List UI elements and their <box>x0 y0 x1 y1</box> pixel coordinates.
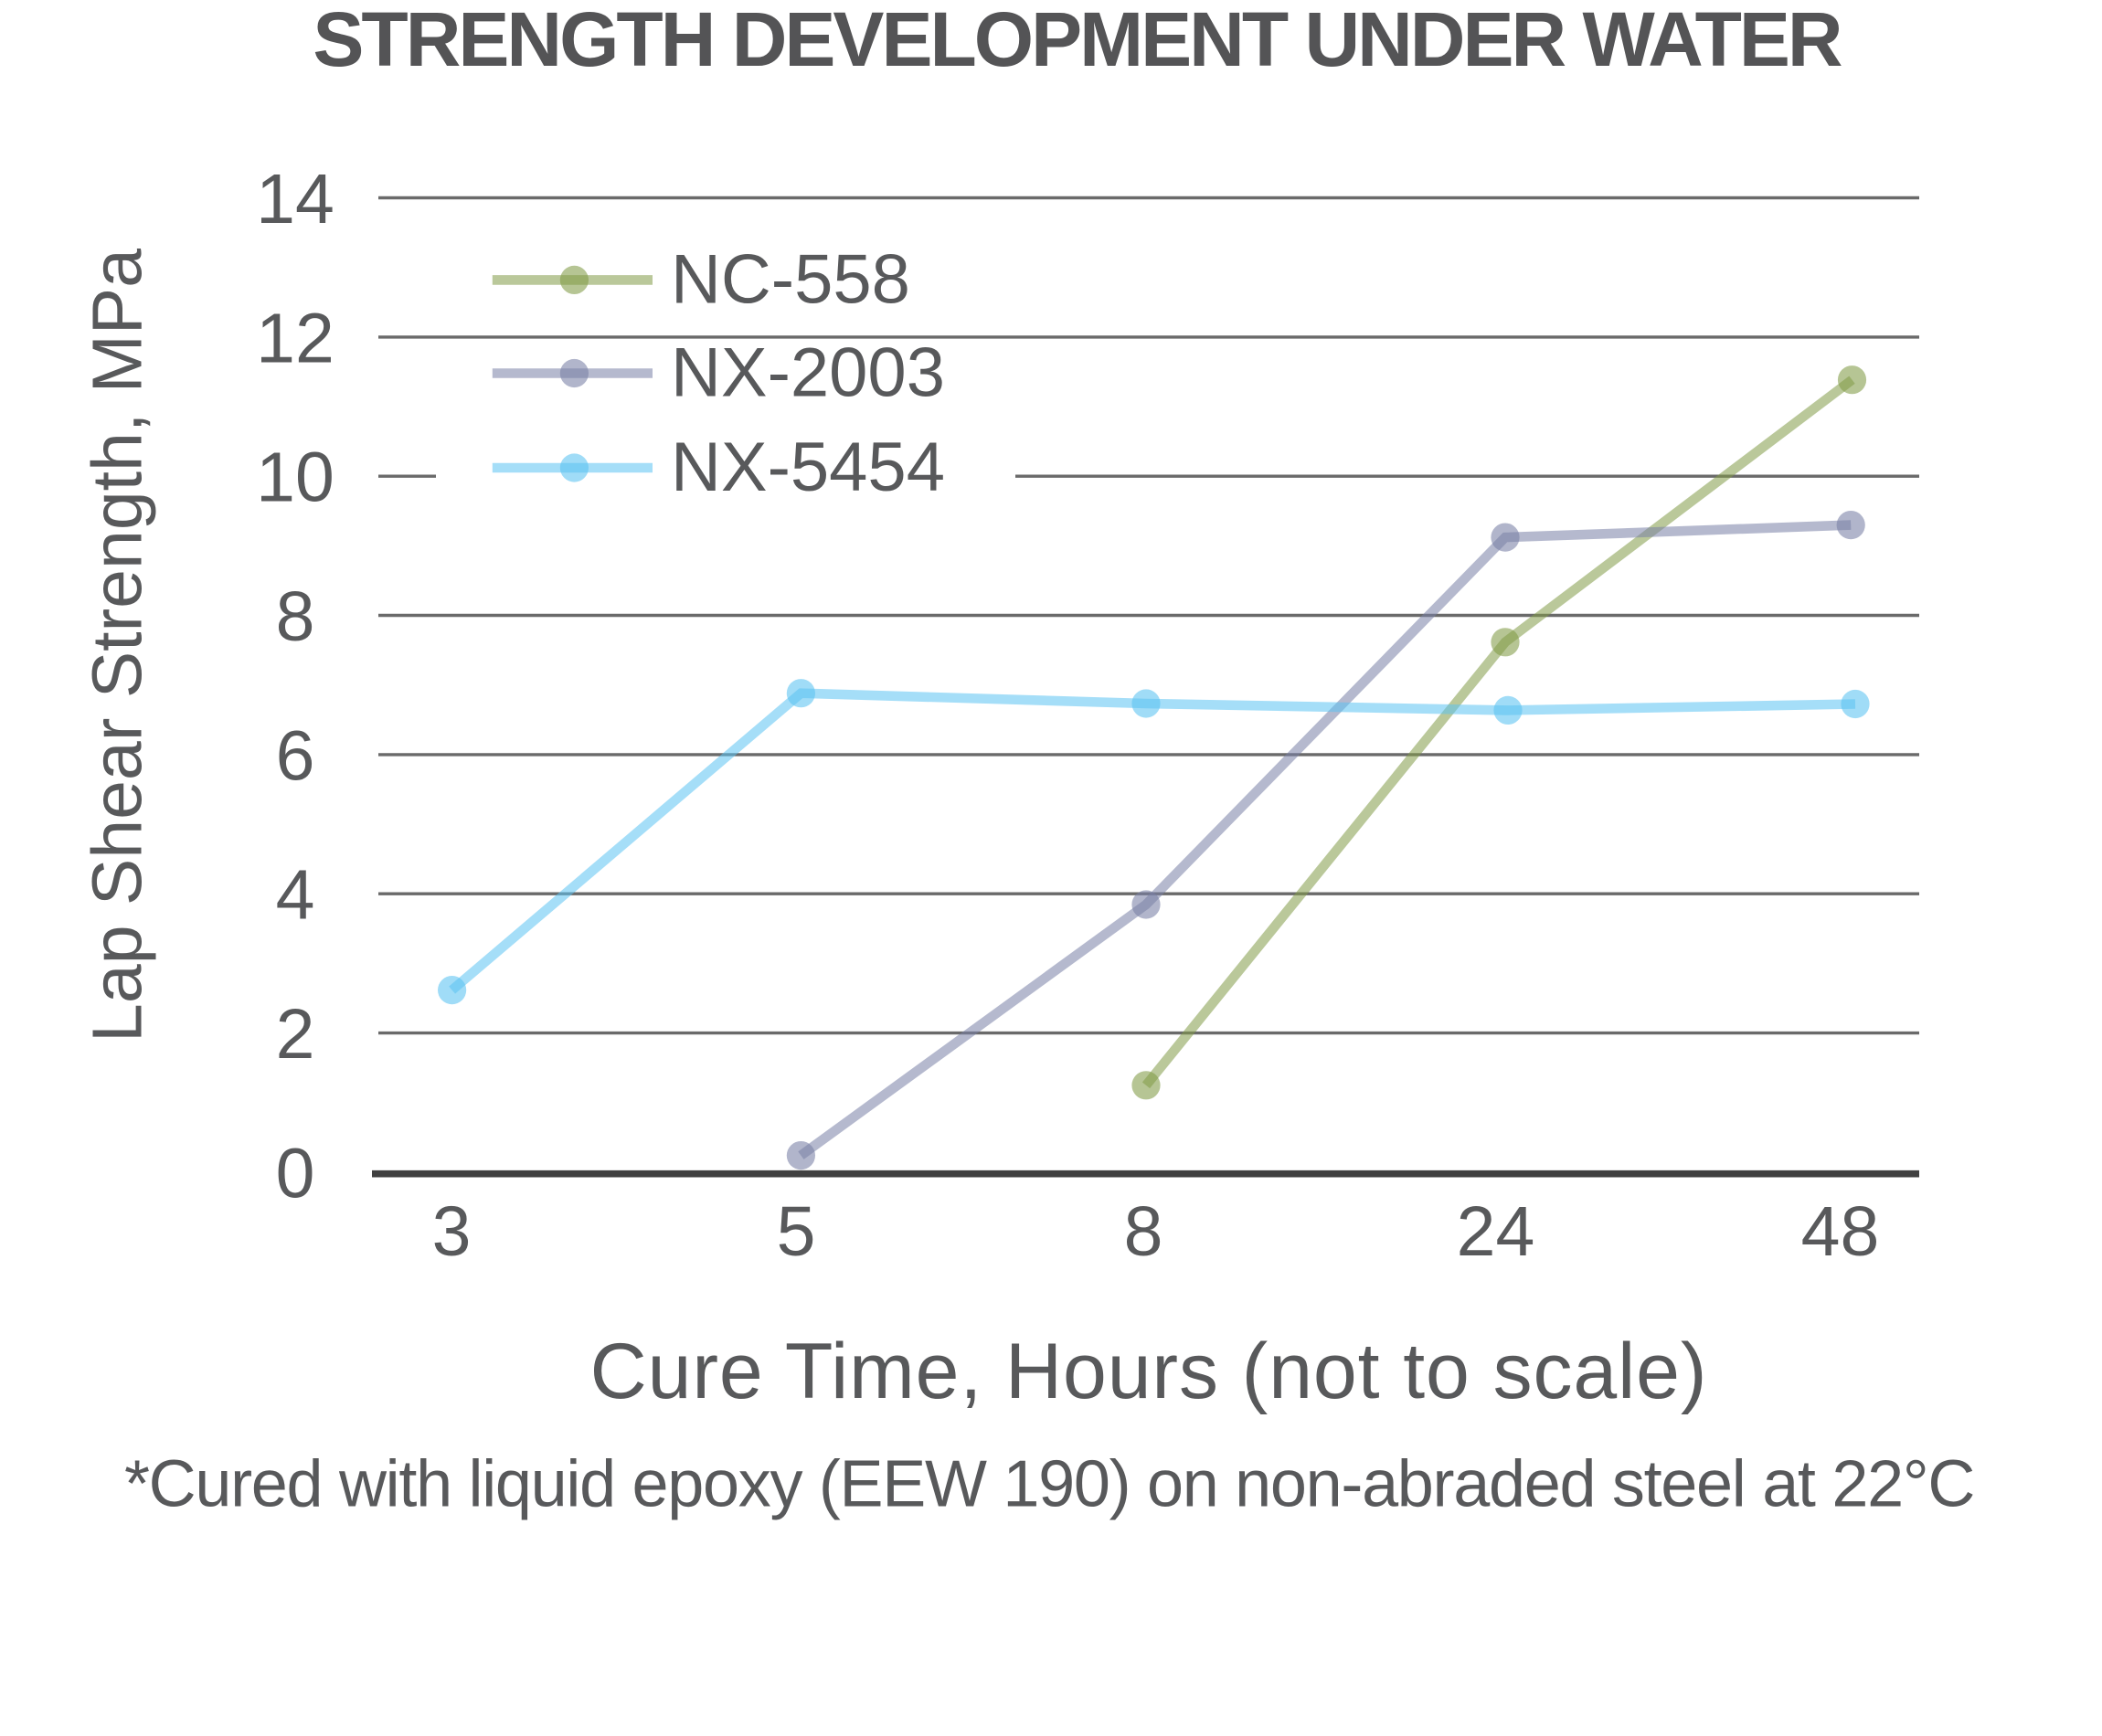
svg-text:Lap Shear Strength, MPa: Lap Shear Strength, MPa <box>79 249 157 1043</box>
svg-text:STRENGTH DEVELOPMENT UNDER WAT: STRENGTH DEVELOPMENT UNDER WATER <box>313 0 1841 82</box>
svg-text:NX-5454: NX-5454 <box>671 429 945 506</box>
svg-text:24: 24 <box>1457 1192 1535 1271</box>
svg-text:Cure Time, Hours (not to scale: Cure Time, Hours (not to scale) <box>590 1328 1708 1415</box>
svg-text:8: 8 <box>1124 1192 1163 1271</box>
svg-text:8: 8 <box>276 577 315 656</box>
svg-text:NC-558: NC-558 <box>671 240 910 318</box>
svg-text:14: 14 <box>256 160 334 238</box>
svg-text:12: 12 <box>256 299 334 377</box>
svg-text:6: 6 <box>276 716 315 795</box>
svg-text:*Cured with liquid epoxy (EEW: *Cured with liquid epoxy (EEW 190) on no… <box>124 1448 1974 1521</box>
svg-text:4: 4 <box>276 856 315 935</box>
svg-text:0: 0 <box>276 1134 315 1212</box>
svg-text:NX-2003: NX-2003 <box>671 334 945 412</box>
svg-text:5: 5 <box>777 1192 816 1271</box>
svg-text:48: 48 <box>1801 1192 1880 1271</box>
svg-text:10: 10 <box>256 439 334 517</box>
svg-text:3: 3 <box>432 1192 472 1271</box>
svg-text:2: 2 <box>276 995 315 1074</box>
